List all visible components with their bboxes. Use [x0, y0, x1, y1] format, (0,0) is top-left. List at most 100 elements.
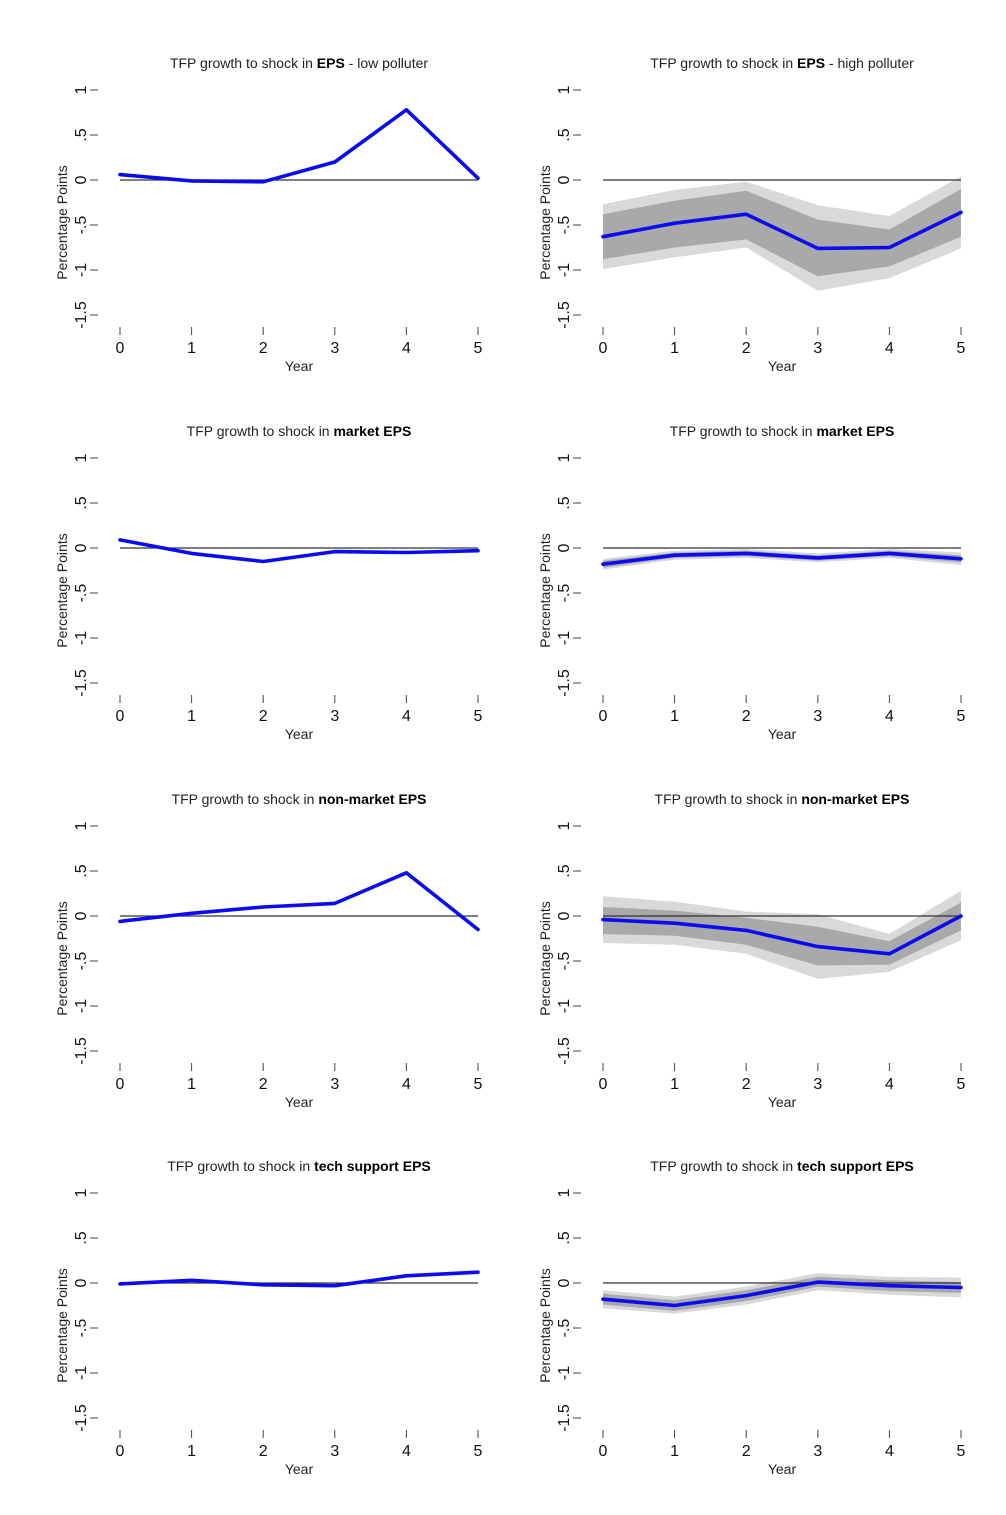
y-tick-label: -1	[73, 263, 90, 277]
y-tick-label: -1.5	[556, 1037, 573, 1065]
y-tick-label: 0	[73, 543, 90, 552]
y-tick-label: -1.5	[73, 301, 90, 329]
x-tick-label: 2	[742, 1443, 751, 1460]
panel-title: TFP growth to shock in tech support EPS	[650, 1158, 914, 1174]
x-tick-label: 1	[187, 340, 196, 357]
series-line	[118, 871, 480, 932]
x-tick-label: 3	[813, 1443, 822, 1460]
y-axis-title: Percentage Points	[54, 901, 70, 1015]
title-prefix: TFP growth to shock in	[167, 1158, 314, 1174]
y-tick-label: .5	[556, 128, 573, 141]
chart-panel-1: TFP growth to shock in EPS - low pollute…	[54, 55, 483, 374]
y-axis-title: Percentage Points	[537, 165, 553, 279]
x-tick-label: 3	[813, 340, 822, 357]
x-tick-label: 0	[599, 1076, 608, 1093]
title-prefix: TFP growth to shock in	[670, 423, 817, 439]
x-tick-label: 1	[670, 708, 679, 725]
panel-title: TFP growth to shock in non-market EPS	[655, 791, 910, 807]
x-axis-title: Year	[285, 1461, 314, 1477]
title-bold: non-market EPS	[318, 791, 426, 807]
title-bold: market EPS	[333, 423, 411, 439]
y-tick-label: 1	[556, 85, 573, 94]
y-tick-label: .5	[556, 864, 573, 877]
y-tick-label: 0	[556, 911, 573, 920]
y-tick-label: -.5	[73, 216, 90, 235]
y-tick-label: 0	[556, 543, 573, 552]
y-tick-label: 1	[73, 1188, 90, 1197]
y-tick-label: -1.5	[73, 1037, 90, 1065]
y-tick-label: -.5	[556, 1319, 573, 1338]
y-tick-label: 1	[73, 453, 90, 462]
x-tick-label: 3	[330, 1076, 339, 1093]
y-tick-label: -1.5	[73, 1404, 90, 1432]
y-tick-label: -1.5	[556, 669, 573, 697]
x-tick-label: 0	[116, 1443, 125, 1460]
chart-panel-4: TFP growth to shock in market EPS 1 .5 0 -.5…	[537, 423, 966, 742]
x-tick-label: 2	[259, 340, 268, 357]
panel-title: TFP growth to shock in non-market EPS	[172, 791, 427, 807]
y-tick-label: 0	[556, 1278, 573, 1287]
y-tick-label: .5	[73, 496, 90, 509]
y-tick-label: -1	[556, 1366, 573, 1380]
x-tick-label: 1	[187, 708, 196, 725]
x-tick-label: 4	[885, 1443, 894, 1460]
x-tick-label: 4	[402, 708, 411, 725]
title-prefix: TFP growth to shock in	[650, 1158, 797, 1174]
y-tick-label: .5	[73, 1231, 90, 1244]
x-tick-label: 3	[330, 340, 339, 357]
y-axis-title: Percentage Points	[54, 1268, 70, 1382]
y-tick-label: -.5	[556, 216, 573, 235]
y-axis-title: Percentage Points	[54, 533, 70, 647]
x-tick-label: 1	[670, 1076, 679, 1093]
x-tick-label: 0	[599, 340, 608, 357]
x-tick-label: 2	[742, 1076, 751, 1093]
x-axis-title: Year	[285, 1094, 314, 1110]
series-line	[118, 1270, 480, 1288]
x-tick-label: 5	[957, 340, 966, 357]
y-tick-label: .5	[556, 496, 573, 509]
y-tick-label: 0	[556, 175, 573, 184]
x-axis-title: Year	[285, 726, 314, 742]
confidence-band-inner	[603, 902, 961, 966]
series-line	[118, 538, 480, 564]
x-tick-label: 4	[885, 1076, 894, 1093]
x-tick-label: 0	[599, 708, 608, 725]
x-tick-label: 1	[670, 340, 679, 357]
y-tick-label: -.5	[556, 584, 573, 603]
series-line	[601, 914, 963, 956]
y-tick-label: .5	[73, 864, 90, 877]
x-tick-label: 1	[187, 1443, 196, 1460]
y-tick-label: -1	[556, 999, 573, 1013]
y-axis-title: Percentage Points	[54, 165, 70, 279]
panel-title: TFP growth to shock in EPS - low pollute…	[170, 55, 428, 71]
x-tick-label: 4	[402, 340, 411, 357]
x-tick-label: 0	[116, 340, 125, 357]
y-tick-label: 1	[556, 821, 573, 830]
x-tick-label: 5	[474, 708, 483, 725]
y-tick-label: -1.5	[73, 669, 90, 697]
y-tick-label: 0	[73, 1278, 90, 1287]
panel-title: TFP growth to shock in market EPS	[670, 423, 895, 439]
x-tick-label: 5	[957, 1076, 966, 1093]
y-tick-label: -1.5	[556, 301, 573, 329]
x-tick-label: 5	[957, 1443, 966, 1460]
x-tick-label: 3	[330, 1443, 339, 1460]
y-tick-label: 0	[73, 175, 90, 184]
x-tick-label: 2	[259, 708, 268, 725]
title-prefix: TFP growth to shock in	[650, 55, 797, 71]
y-tick-label: -1	[556, 631, 573, 645]
y-tick-label: -.5	[73, 584, 90, 603]
y-tick-label: 0	[73, 911, 90, 920]
series-line	[601, 551, 963, 566]
x-tick-label: 5	[474, 1443, 483, 1460]
x-tick-label: 4	[402, 1443, 411, 1460]
y-tick-label: .5	[73, 128, 90, 141]
x-tick-label: 5	[474, 1076, 483, 1093]
x-tick-label: 2	[742, 340, 751, 357]
chart-panel-5: TFP growth to shock in non-market EPS 1 .5…	[54, 791, 483, 1110]
x-tick-label: 4	[885, 708, 894, 725]
x-tick-label: 0	[116, 1076, 125, 1093]
y-axis-title: Percentage Points	[537, 1268, 553, 1382]
title-prefix: TFP growth to shock in	[172, 791, 319, 807]
